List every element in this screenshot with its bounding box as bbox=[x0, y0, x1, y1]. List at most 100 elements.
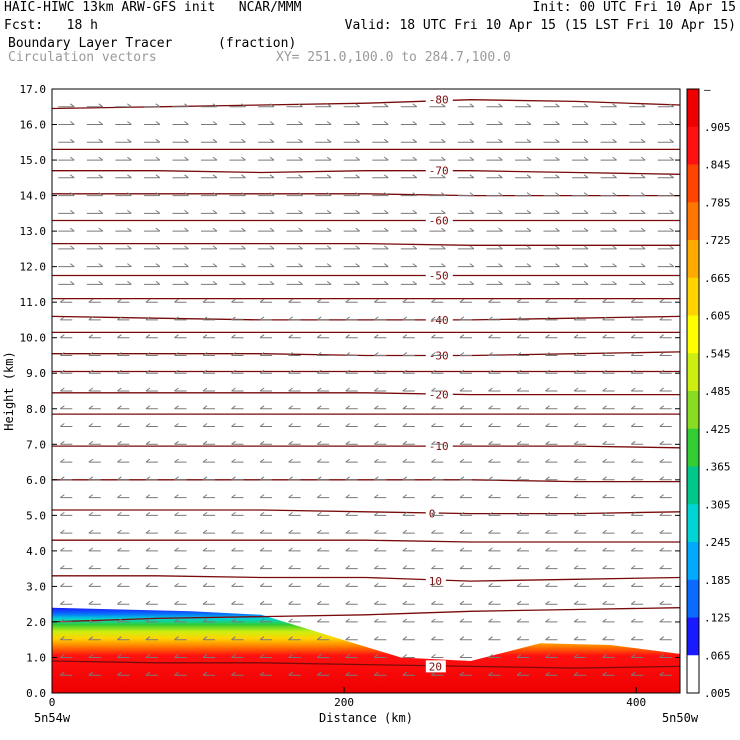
circulation-vector bbox=[402, 334, 415, 339]
circulation-vector bbox=[286, 281, 303, 285]
circulation-vector bbox=[259, 654, 273, 658]
circulation-vector bbox=[316, 494, 330, 499]
circulation-vector bbox=[659, 476, 672, 481]
circulation-vector bbox=[516, 618, 529, 623]
circulation-vector bbox=[259, 529, 273, 534]
temperature-contour bbox=[52, 607, 680, 623]
circulation-vector bbox=[143, 156, 161, 161]
circulation-vector bbox=[372, 281, 389, 285]
circulation-vector bbox=[88, 423, 101, 427]
circulation-vector bbox=[316, 298, 330, 303]
circulation-vector bbox=[86, 156, 104, 161]
circulation-vector bbox=[174, 352, 187, 356]
circulation-vector bbox=[316, 334, 330, 339]
field-name: Boundary Layer Tracer bbox=[8, 36, 173, 51]
circulation-vector bbox=[258, 227, 275, 232]
circulation-vector bbox=[516, 529, 529, 534]
circulation-vector bbox=[545, 494, 558, 499]
circulation-vector bbox=[572, 174, 589, 179]
circulation-vector bbox=[58, 138, 75, 143]
circulation-vector bbox=[602, 334, 615, 339]
circulation-vector bbox=[573, 618, 587, 623]
circulation-vector bbox=[345, 547, 358, 552]
circulation-vector bbox=[315, 263, 332, 268]
circulation-vector bbox=[202, 440, 215, 445]
circulation-vector bbox=[657, 174, 674, 179]
circulation-vector bbox=[288, 529, 301, 534]
circulation-vector bbox=[88, 316, 101, 321]
circulation-vector bbox=[573, 298, 587, 303]
circulation-vector bbox=[600, 192, 617, 197]
circulation-vector bbox=[343, 174, 360, 179]
circulation-vector bbox=[400, 103, 418, 108]
circulation-vector bbox=[88, 476, 101, 481]
circulation-vector bbox=[374, 671, 387, 676]
circulation-vector bbox=[145, 316, 158, 321]
y-tick-label: 8.0 bbox=[26, 403, 46, 416]
circulation-vector bbox=[345, 423, 358, 427]
colorbar-tick-label: .545 bbox=[704, 347, 731, 360]
y-tick-label: 14.0 bbox=[20, 190, 47, 203]
circulation-vector bbox=[488, 583, 501, 587]
circulation-vector bbox=[86, 245, 104, 250]
circulation-vector bbox=[60, 369, 73, 374]
circulation-vector bbox=[117, 671, 130, 676]
circulation-vector bbox=[572, 227, 589, 232]
circulation-vector bbox=[374, 369, 387, 374]
circulation-vector bbox=[602, 529, 615, 534]
circulation-vector bbox=[316, 387, 330, 392]
circulation-vector bbox=[372, 103, 389, 108]
circulation-vector bbox=[229, 192, 246, 197]
circulation-vector bbox=[60, 298, 73, 303]
circulation-vector bbox=[231, 565, 244, 570]
colorbar-cell bbox=[687, 391, 699, 430]
circulation-vector bbox=[229, 263, 246, 268]
circulation-vector bbox=[659, 352, 672, 356]
circulation-vector bbox=[459, 334, 472, 339]
circulation-vector bbox=[659, 654, 672, 658]
circulation-vector bbox=[459, 529, 472, 534]
circulation-vector bbox=[429, 210, 446, 214]
circulation-vector bbox=[117, 529, 130, 534]
circulation-vector bbox=[259, 476, 273, 481]
circulation-vector bbox=[372, 156, 389, 161]
circulation-vector bbox=[88, 369, 101, 374]
circulation-vector bbox=[402, 512, 415, 516]
circulation-vector bbox=[345, 671, 358, 676]
x-tick-label: 200 bbox=[334, 696, 354, 709]
plot-frame bbox=[51, 88, 681, 694]
circulation-vector bbox=[345, 387, 358, 392]
circulation-vector bbox=[457, 121, 475, 125]
circulation-vector bbox=[516, 494, 529, 499]
colorbar-cell bbox=[687, 617, 699, 656]
circulation-vector bbox=[202, 405, 215, 410]
circulation-vector bbox=[117, 405, 130, 410]
circulation-vector bbox=[572, 210, 589, 214]
circulation-vector bbox=[630, 600, 644, 605]
circulation-vector bbox=[172, 156, 189, 161]
colorbar-cell bbox=[687, 466, 699, 505]
circulation-vector bbox=[60, 387, 73, 392]
circulation-vector bbox=[602, 440, 615, 445]
circulation-vector bbox=[630, 547, 644, 552]
circulation-vector bbox=[600, 174, 617, 179]
circulation-vector bbox=[573, 352, 587, 356]
circulation-vector bbox=[459, 405, 472, 410]
circulation-vector bbox=[488, 334, 501, 339]
circulation-vector bbox=[543, 245, 560, 250]
circulation-vector bbox=[145, 565, 158, 570]
circulation-vector bbox=[202, 298, 215, 303]
colorbar-cell bbox=[687, 164, 699, 203]
circulation-vector bbox=[174, 405, 187, 410]
circulation-vector bbox=[572, 281, 589, 285]
circulation-vector bbox=[374, 316, 387, 321]
circulation-vector bbox=[258, 245, 275, 250]
circulation-vector bbox=[374, 636, 387, 641]
circulation-vector bbox=[486, 263, 503, 268]
circulation-vector bbox=[286, 103, 303, 108]
circulation-vector bbox=[88, 600, 101, 605]
circulation-vector bbox=[145, 334, 158, 339]
circulation-vector bbox=[600, 138, 617, 143]
circulation-vector bbox=[258, 192, 275, 197]
